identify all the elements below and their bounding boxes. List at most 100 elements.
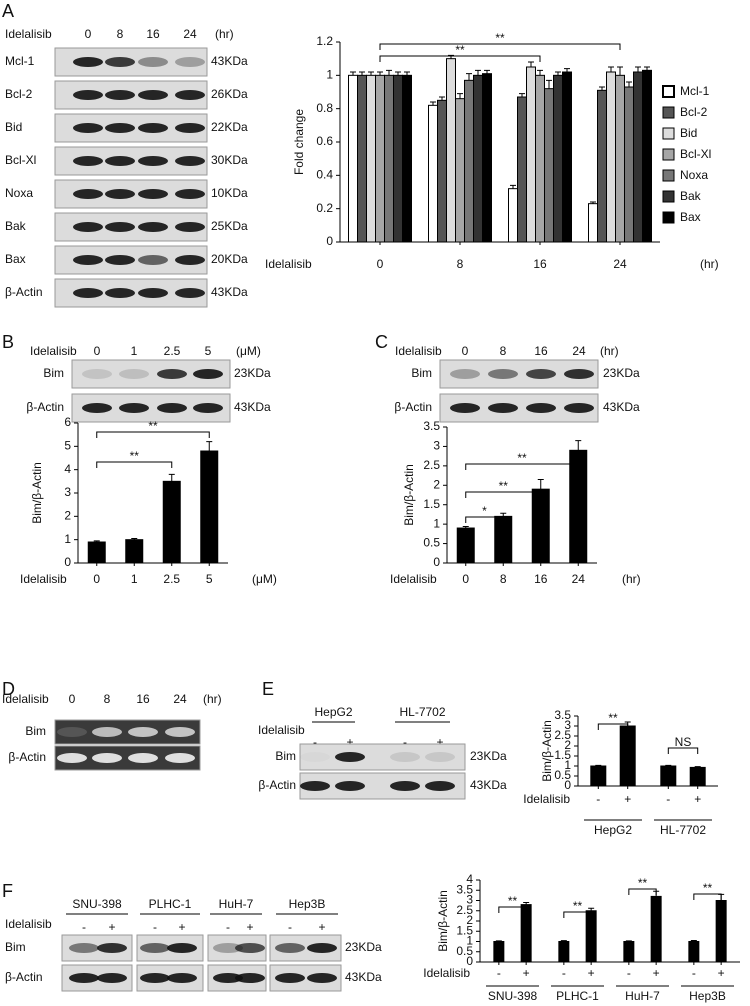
y-tick-label: 5 — [64, 439, 71, 453]
error-bar — [590, 201, 596, 204]
band — [175, 123, 205, 133]
error-bar — [439, 96, 445, 101]
y-tick-label: 3 — [64, 485, 71, 499]
significance-bracket — [379, 43, 621, 50]
x-tick-label: + — [523, 966, 530, 980]
size-label: 43KDa — [470, 778, 507, 792]
lane-label: 24 — [183, 27, 197, 41]
bar — [162, 480, 181, 564]
y-tick-label: 0.4 — [316, 168, 333, 182]
band — [119, 369, 149, 379]
x-tick-label: - — [627, 966, 631, 980]
y-tick-label: 3 — [466, 893, 473, 907]
band — [335, 781, 365, 791]
bar — [633, 71, 643, 243]
error-bar — [168, 473, 175, 482]
band — [167, 973, 197, 983]
error-bar — [484, 69, 490, 74]
x-tick-label: 2.5 — [163, 572, 180, 586]
size-label: 43KDa — [211, 285, 248, 299]
bar — [531, 488, 550, 564]
band — [175, 189, 205, 199]
treatment-label: Idelalisib — [2, 692, 49, 706]
error-bar — [523, 902, 530, 905]
band — [390, 781, 420, 791]
band — [69, 973, 99, 983]
error-bar — [457, 93, 463, 99]
error-bar — [519, 93, 525, 97]
band — [57, 727, 87, 737]
significance-label: ** — [638, 876, 648, 890]
band — [175, 57, 205, 67]
y-tick-label: 1 — [64, 532, 71, 546]
band — [165, 727, 195, 737]
size-label: 10KDa — [211, 186, 248, 200]
x-tick-label: 0 — [377, 257, 384, 271]
error-bar — [377, 71, 383, 76]
bar — [623, 941, 635, 963]
error-bar — [694, 766, 701, 768]
band — [275, 973, 305, 983]
significance-label: ** — [130, 449, 140, 463]
lane-label: 8 — [117, 27, 124, 41]
bar — [544, 88, 554, 243]
bar — [597, 89, 607, 243]
band — [526, 403, 556, 413]
band — [105, 222, 135, 232]
legend-label: Noxa — [680, 168, 708, 182]
lane-label: 8 — [104, 692, 111, 706]
bar — [87, 541, 106, 564]
error-bar — [462, 525, 469, 529]
lane-label: 0 — [94, 344, 101, 358]
significance-bracket — [693, 893, 722, 900]
band — [73, 57, 103, 67]
band — [138, 222, 168, 232]
x-tick-label: 5 — [206, 572, 213, 586]
significance-bracket — [465, 516, 504, 523]
row-label: Bim — [25, 724, 46, 738]
treatment-label: Idelalisib — [5, 917, 52, 931]
panel-label: E — [262, 679, 274, 699]
band — [119, 403, 149, 413]
band — [105, 123, 135, 133]
x-tick-label: + — [653, 966, 660, 980]
unit-label: (μM) — [236, 344, 261, 358]
row-label: β-Actin — [5, 285, 43, 299]
band — [138, 156, 168, 166]
panel-label: A — [2, 1, 14, 21]
lane-label: + — [178, 920, 185, 934]
y-tick-label: 2.5 — [554, 728, 571, 742]
panel-label: F — [2, 881, 13, 901]
band — [488, 369, 518, 379]
significance-label: ** — [499, 479, 509, 493]
error-bar — [368, 71, 374, 76]
row-label: Bim — [43, 366, 64, 380]
lane-label: - — [82, 920, 86, 934]
bar — [558, 941, 570, 963]
bar — [660, 765, 677, 787]
band — [92, 727, 122, 737]
band — [105, 255, 135, 265]
band — [193, 403, 223, 413]
band — [73, 123, 103, 133]
bar — [357, 74, 367, 243]
y-axis-label: Fold change — [292, 109, 306, 175]
legend-label: Bid — [680, 126, 697, 140]
significance-label: ** — [703, 881, 713, 895]
size-label: 23KDa — [603, 366, 640, 380]
bar — [437, 99, 447, 243]
y-axis-label: Bim/β-Actin — [540, 720, 554, 782]
significance-label: ** — [495, 31, 505, 45]
error-bar — [395, 71, 401, 76]
row-label: Bim — [275, 749, 296, 763]
size-label: 43KDa — [211, 54, 248, 68]
y-tick-label: 2 — [64, 509, 71, 523]
error-bar — [475, 69, 481, 76]
lane-label: - — [226, 920, 230, 934]
x-tick-label: 24 — [572, 572, 586, 586]
group-label: HL-7702 — [399, 705, 445, 719]
treatment-label: Idelalisib — [5, 27, 52, 41]
lane-label: 0 — [85, 27, 92, 41]
band — [526, 369, 556, 379]
